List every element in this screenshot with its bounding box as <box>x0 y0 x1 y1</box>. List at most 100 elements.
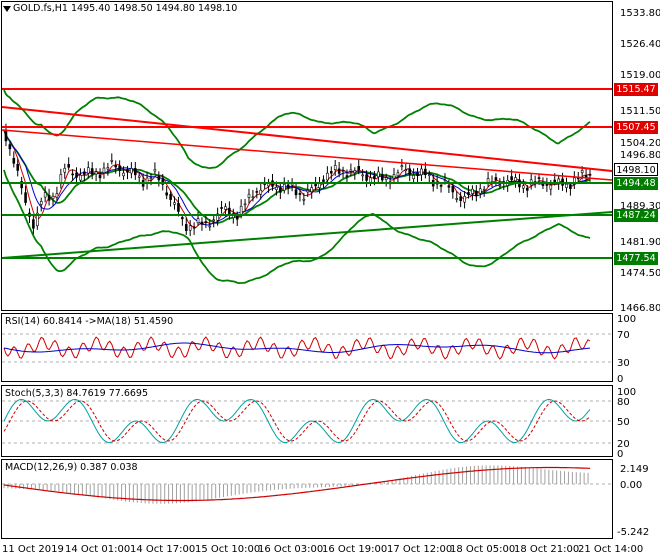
candle-body <box>482 188 486 191</box>
candle-body <box>455 198 459 200</box>
candle-body <box>235 215 239 220</box>
candle-body <box>188 225 192 231</box>
candle-body <box>122 172 125 177</box>
time-tick: 16 Oct 03:00 <box>258 544 323 555</box>
candle-body <box>24 192 27 203</box>
time-axis: 11 Oct 2019 14 Oct 01:00 14 Oct 17:00 15… <box>2 544 643 555</box>
stoch-tick: 50 <box>617 417 630 428</box>
candle-body <box>569 185 572 189</box>
price-tag-support-1: 1494.48 <box>614 177 658 190</box>
candle-body <box>326 172 329 181</box>
rsi-tick: 30 <box>617 358 630 369</box>
stoch-lines <box>3 398 591 444</box>
rsi-label: RSI(14) 60.8414 ->MA(18) 51.4590 <box>5 316 174 327</box>
candle-body <box>427 174 431 176</box>
rsi-line <box>3 336 591 360</box>
candle-body <box>341 170 345 172</box>
symbol-label: GOLD.fs,H1 <box>13 3 68 14</box>
bollinger-lower <box>3 169 591 285</box>
stoch-tick: 80 <box>617 397 630 408</box>
candle-body <box>181 217 184 220</box>
candle-body <box>302 198 306 201</box>
low-value: 1494.80 <box>155 3 195 14</box>
candle-body <box>353 170 357 174</box>
candle-body <box>8 144 12 150</box>
time-tick: 17 Oct 12:00 <box>387 544 452 555</box>
candle-body <box>471 188 474 194</box>
price-tag-support-2: 1487.24 <box>614 209 658 222</box>
candle-body <box>86 167 90 174</box>
candle-body <box>161 179 165 185</box>
price-tag-support-3: 1477.54 <box>614 252 658 265</box>
candle-body <box>106 167 110 170</box>
candle-body <box>298 193 302 195</box>
candle-body <box>220 207 223 209</box>
candle-body <box>447 185 451 188</box>
price-tick: 1481.90 <box>620 237 660 248</box>
candle-body <box>333 165 337 170</box>
collapse-triangle-icon[interactable] <box>3 6 11 12</box>
candle-body <box>329 171 333 174</box>
candle-body <box>337 168 341 174</box>
candle-body <box>212 219 216 222</box>
candle-body <box>157 175 161 181</box>
high-value: 1498.50 <box>113 3 153 14</box>
open-value: 1495.40 <box>71 3 111 14</box>
candle-body <box>55 193 59 198</box>
ma-slow-line <box>3 129 591 226</box>
macd-plot <box>3 465 591 504</box>
price-tick: 1489.30 <box>620 201 660 212</box>
candle-body <box>90 168 94 175</box>
candle-body <box>224 206 227 210</box>
descending-trendline-lower <box>1 129 613 181</box>
candle-body <box>537 177 541 179</box>
candle-body <box>204 221 208 223</box>
candle-body <box>478 188 482 194</box>
macd-tick: 2.149 <box>620 464 649 475</box>
candle-body <box>400 165 404 168</box>
candle-body <box>149 177 153 180</box>
candle-body <box>200 221 204 225</box>
price-tick: 1466.80 <box>620 303 660 314</box>
macd-signal-line <box>3 466 591 502</box>
candle-body <box>314 183 317 187</box>
candle-body <box>494 177 498 181</box>
candle-body <box>20 181 23 189</box>
candle-body <box>443 179 447 182</box>
candle-body <box>573 177 576 185</box>
candle-body <box>16 164 20 171</box>
candle-body <box>59 174 63 183</box>
time-tick: 14 Oct 17:00 <box>130 544 195 555</box>
descending-trendline-upper <box>1 106 613 172</box>
price-tag-resistance-2: 1507.45 <box>614 121 658 134</box>
rsi-panel <box>1 313 613 382</box>
candle-body <box>79 174 82 181</box>
price-tick: 1526.40 <box>620 39 660 50</box>
candle-body <box>349 169 353 172</box>
candle-body <box>216 213 219 221</box>
candle-body <box>137 175 141 178</box>
candle-body <box>361 174 364 177</box>
candle-body <box>510 176 513 181</box>
price-tick: 1504.20 <box>620 138 660 149</box>
price-tick: 1519.00 <box>620 70 660 81</box>
stoch-panel <box>1 385 613 457</box>
candle-body <box>184 224 188 231</box>
rsi-tick: 0 <box>617 374 623 385</box>
price-tick: 1533.80 <box>620 8 660 19</box>
bollinger-upper <box>3 89 591 170</box>
candle-body <box>384 177 388 180</box>
candle-body <box>525 187 529 191</box>
price-tick: 1474.50 <box>620 268 660 279</box>
candle-body <box>63 167 67 173</box>
candle-body <box>565 183 568 188</box>
candle-body <box>275 186 278 190</box>
candle-body <box>475 190 478 197</box>
time-tick: 16 Oct 19:00 <box>322 544 387 555</box>
price-tick: 1511.50 <box>620 106 660 117</box>
candle-body <box>130 168 133 174</box>
candle-body <box>541 184 545 186</box>
candle-body <box>83 171 86 175</box>
candle-body <box>412 175 415 180</box>
candle-body <box>377 171 380 178</box>
